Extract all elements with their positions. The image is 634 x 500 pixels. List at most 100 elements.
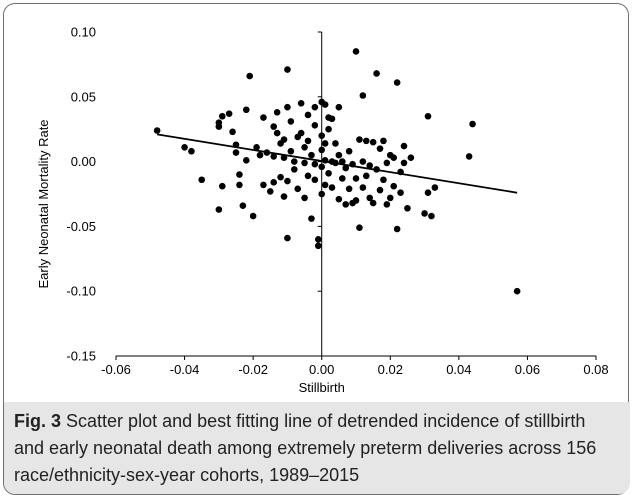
data-point [366,162,374,169]
data-point [373,70,380,77]
data-point [273,109,281,116]
data-point [386,194,394,202]
data-point [325,125,332,133]
data-point [318,190,326,198]
data-point [225,110,233,117]
data-point [407,154,415,162]
data-point [270,179,278,186]
data-point [390,154,398,162]
x-axis-ticks: -0.06 -0.04 -0.02 0.00 0.02 0.04 0.06 0.08 [101,356,609,377]
data-point [270,153,278,160]
data-point [356,224,363,231]
data-point [465,153,473,160]
data-point [400,159,408,167]
data-point [304,111,312,119]
x-tick-label: 0.06 [515,362,540,377]
data-point [369,199,377,207]
data-point [359,158,367,165]
data-point [304,137,312,145]
y-axis-ticks: 0.10 0.05 0.00 -0.05 -0.10 -0.15 [66,25,322,364]
data-point [376,186,384,194]
data-point [390,182,398,190]
data-point [397,189,404,197]
data-point [321,140,329,147]
data-point [301,159,308,167]
data-point [236,171,243,178]
y-tick-label: -0.10 [66,284,96,299]
data-point [314,236,322,243]
x-axis-title: Stillbirth [299,380,345,395]
data-point [332,140,339,147]
data-point [308,151,315,159]
data-point [239,202,247,209]
data-point [218,112,226,120]
data-point [308,215,315,222]
data-point [359,92,367,99]
data-point [383,201,391,208]
y-axis-title: Early Neonatal Mortality Rate [36,119,51,288]
data-point [311,103,319,111]
data-point [342,201,350,208]
x-tick-label: -0.04 [170,362,200,377]
data-point [284,103,291,111]
data-point [297,129,305,137]
data-point [280,136,288,143]
x-tick-label: -0.06 [101,362,131,377]
data-point [229,128,236,136]
data-point [376,145,384,152]
data-point [352,197,360,204]
data-point [428,212,435,220]
data-point [266,188,274,195]
data-point [188,147,195,155]
data-point [431,184,439,191]
data-points [153,48,521,295]
data-point [287,147,295,155]
data-point [260,114,267,121]
data-point [380,176,387,184]
data-point [215,119,223,127]
data-point [311,176,319,184]
data-point [362,172,370,180]
y-tick-label: 0.10 [71,25,96,40]
data-point [513,287,521,295]
data-point [218,182,226,190]
data-point [246,72,254,80]
data-point [284,177,291,185]
data-point [287,118,295,125]
y-tick-label: -0.15 [66,349,96,364]
data-point [404,204,411,212]
data-point [345,147,353,155]
data-point [400,142,408,150]
y-tick-label: 0.00 [71,154,96,169]
data-point [469,120,476,128]
data-point [318,132,326,139]
data-point [328,115,336,123]
data-point [304,172,312,180]
data-point [318,163,326,171]
x-tick-label: 0.08 [583,362,608,377]
data-point [260,181,267,189]
data-point [280,193,288,200]
data-point [294,185,302,193]
data-point [345,185,353,193]
data-point [311,122,319,129]
data-point [321,181,329,189]
data-point [424,189,432,197]
data-point [335,195,343,203]
data-point [424,112,432,120]
data-point [311,160,319,168]
data-point [301,194,308,202]
data-point [249,212,257,220]
data-point [314,242,322,250]
x-tick-label: 0.02 [378,362,403,377]
data-point [215,206,223,213]
data-point [356,136,363,143]
data-point [253,144,260,151]
caption-background [4,402,630,494]
data-point [301,144,308,151]
data-point [352,175,360,182]
data-point [290,158,298,165]
data-point [284,66,291,73]
data-point [284,234,291,242]
data-point [328,184,336,191]
